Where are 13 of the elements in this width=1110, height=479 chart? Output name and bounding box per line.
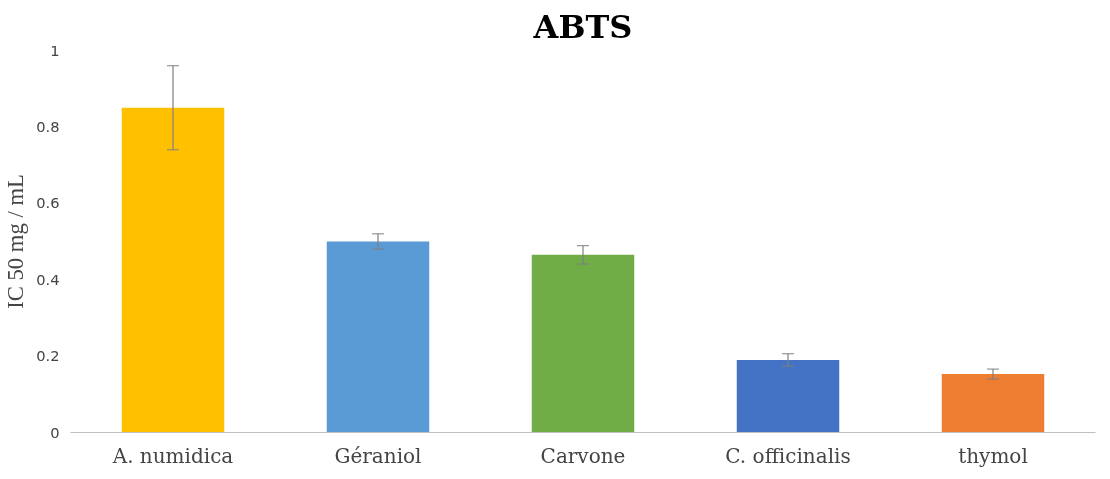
y-tick-label: 0.4 [36,270,60,288]
x-tick-label: C. officinalis [725,443,851,468]
y-tick-label: 1 [50,41,60,59]
y-tick-label: 0.8 [36,117,60,135]
x-tick-label: Carvone [540,443,626,468]
y-axis-title: IC 50 mg / mL [3,174,29,309]
x-tick-label: Géraniol [334,443,422,468]
chart-title: ABTS [532,7,633,46]
y-tick-label: 0.2 [36,347,60,365]
x-tick-label: thymol [958,443,1028,468]
x-tick-label: A. numidica [111,443,234,468]
y-tick-label: 0 [50,423,60,441]
y-tick-label: 0.6 [36,194,60,212]
